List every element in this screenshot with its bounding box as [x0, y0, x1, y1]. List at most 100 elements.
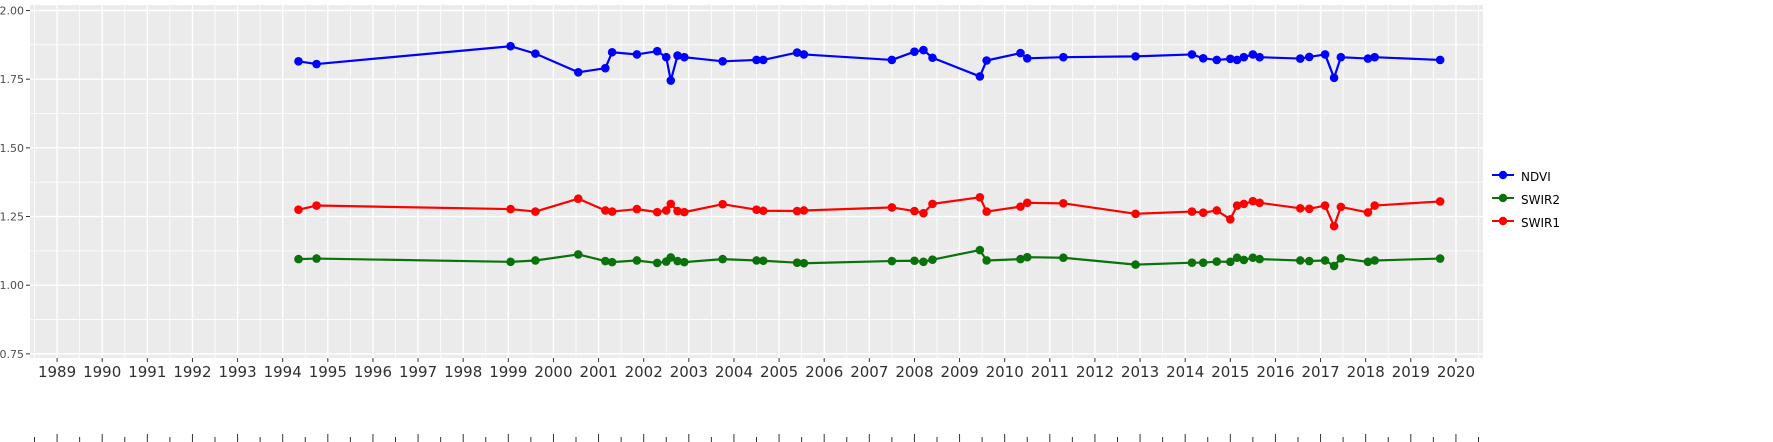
- data-point-ndvi: [1336, 52, 1346, 62]
- data-point-swir1: [312, 201, 321, 210]
- data-point-ndvi: [652, 46, 662, 56]
- legend-key-ndvi-icon: [1490, 167, 1516, 187]
- data-point-swir1: [573, 194, 583, 203]
- x-tick-label: 1990: [83, 363, 121, 381]
- data-point-ndvi: [1304, 52, 1314, 62]
- data-point-swir2: [573, 250, 583, 259]
- data-point-ndvi: [573, 68, 583, 77]
- legend-item-swir2: SWIR2: [1490, 190, 1560, 210]
- data-point-swir2: [758, 256, 768, 266]
- data-point-swir1: [1304, 204, 1314, 214]
- data-point-swir1: [919, 208, 928, 218]
- x-tick-label: 1995: [309, 363, 347, 381]
- data-point-ndvi: [1198, 53, 1208, 63]
- data-point-swir2: [1304, 256, 1314, 266]
- y-tick-label: 0.75: [0, 348, 24, 361]
- data-point-ndvi: [680, 52, 689, 62]
- data-point-swir1: [1239, 199, 1249, 209]
- data-point-swir1: [1248, 196, 1258, 206]
- data-point-ndvi: [673, 51, 682, 60]
- data-point-swir1: [1187, 207, 1197, 216]
- data-point-swir1: [632, 204, 642, 214]
- x-tick-label: 1992: [173, 363, 211, 381]
- data-point-swir1: [982, 207, 991, 216]
- x-tick-label: 2003: [670, 363, 708, 381]
- data-point-ndvi: [982, 56, 991, 65]
- data-point-swir1: [1295, 203, 1305, 213]
- x-tick-label: 1998: [444, 363, 482, 381]
- data-point-swir1: [1131, 209, 1140, 219]
- x-tick-label: 2001: [579, 363, 617, 381]
- data-point-swir1: [1255, 198, 1264, 208]
- data-point-swir2: [531, 256, 540, 265]
- x-tick-label: 2011: [1031, 363, 1069, 381]
- data-point-swir2: [799, 258, 809, 268]
- data-point-ndvi: [632, 50, 642, 59]
- data-point-ndvi: [752, 55, 761, 65]
- data-point-swir1: [294, 205, 303, 214]
- data-point-ndvi: [661, 52, 671, 62]
- data-point-swir2: [294, 254, 303, 264]
- x-tick-label: 1989: [38, 363, 76, 381]
- data-point-swir2: [975, 245, 985, 255]
- x-tick-label: 1999: [489, 363, 527, 381]
- data-point-swir2: [1187, 258, 1197, 267]
- x-tick-label: 2020: [1437, 363, 1475, 381]
- data-point-swir2: [982, 256, 991, 265]
- legend-item-swir1: SWIR1: [1490, 213, 1560, 233]
- data-point-swir2: [652, 258, 662, 268]
- data-point-ndvi: [1131, 52, 1140, 61]
- data-point-ndvi: [1255, 52, 1264, 62]
- data-point-swir2: [1329, 261, 1339, 271]
- data-point-swir2: [1022, 252, 1032, 262]
- data-point-swir2: [1435, 254, 1445, 263]
- data-point-ndvi: [799, 50, 809, 59]
- data-point-ndvi: [1187, 50, 1197, 59]
- data-point-ndvi: [1320, 50, 1330, 59]
- data-point-swir1: [1198, 208, 1208, 217]
- data-point-swir2: [1239, 255, 1249, 265]
- y-tick-label: 1.25: [0, 211, 24, 224]
- x-tick-label: 2008: [895, 363, 933, 381]
- data-point-swir1: [531, 207, 540, 216]
- data-point-swir1: [799, 206, 809, 215]
- data-point-ndvi: [792, 48, 802, 57]
- x-tick-label: 2006: [805, 363, 843, 381]
- data-point-swir1: [673, 206, 682, 216]
- data-point-swir2: [673, 256, 682, 266]
- data-point-ndvi: [887, 55, 897, 65]
- data-point-swir1: [1212, 206, 1222, 215]
- data-point-swir1: [910, 206, 919, 216]
- data-point-swir2: [1363, 257, 1373, 267]
- data-point-swir2: [680, 257, 689, 267]
- data-point-swir2: [928, 255, 937, 264]
- legend-key-swir1-icon: [1490, 213, 1516, 233]
- x-tick-label: 2019: [1392, 363, 1430, 381]
- data-point-swir2: [1226, 257, 1235, 267]
- data-point-swir2: [1336, 253, 1346, 263]
- legend-label-swir2: SWIR2: [1521, 193, 1560, 207]
- data-point-ndvi: [910, 47, 919, 57]
- data-point-ndvi: [1435, 55, 1445, 65]
- data-point-swir1: [1320, 201, 1330, 210]
- data-point-swir1: [887, 203, 897, 212]
- x-tick-label: 2005: [760, 363, 798, 381]
- data-point-swir1: [1059, 199, 1068, 208]
- x-tick-label: 2002: [625, 363, 663, 381]
- x-tick-label: 2013: [1121, 363, 1159, 381]
- data-point-ndvi: [607, 47, 617, 57]
- x-tick-label: 2015: [1211, 363, 1249, 381]
- data-point-swir1: [661, 206, 671, 215]
- data-point-ndvi: [1232, 55, 1242, 65]
- legend-label-ndvi: NDVI: [1521, 170, 1551, 184]
- data-point-swir2: [1016, 254, 1025, 264]
- data-point-swir1: [607, 207, 617, 216]
- x-tick-label: 2012: [1076, 363, 1114, 381]
- x-tick-label: 2017: [1301, 363, 1339, 381]
- y-tick-label: 2.00: [0, 4, 24, 17]
- data-point-ndvi: [1248, 50, 1258, 59]
- data-point-ndvi: [312, 59, 321, 69]
- data-point-swir1: [928, 199, 937, 209]
- data-point-swir1: [1226, 214, 1235, 224]
